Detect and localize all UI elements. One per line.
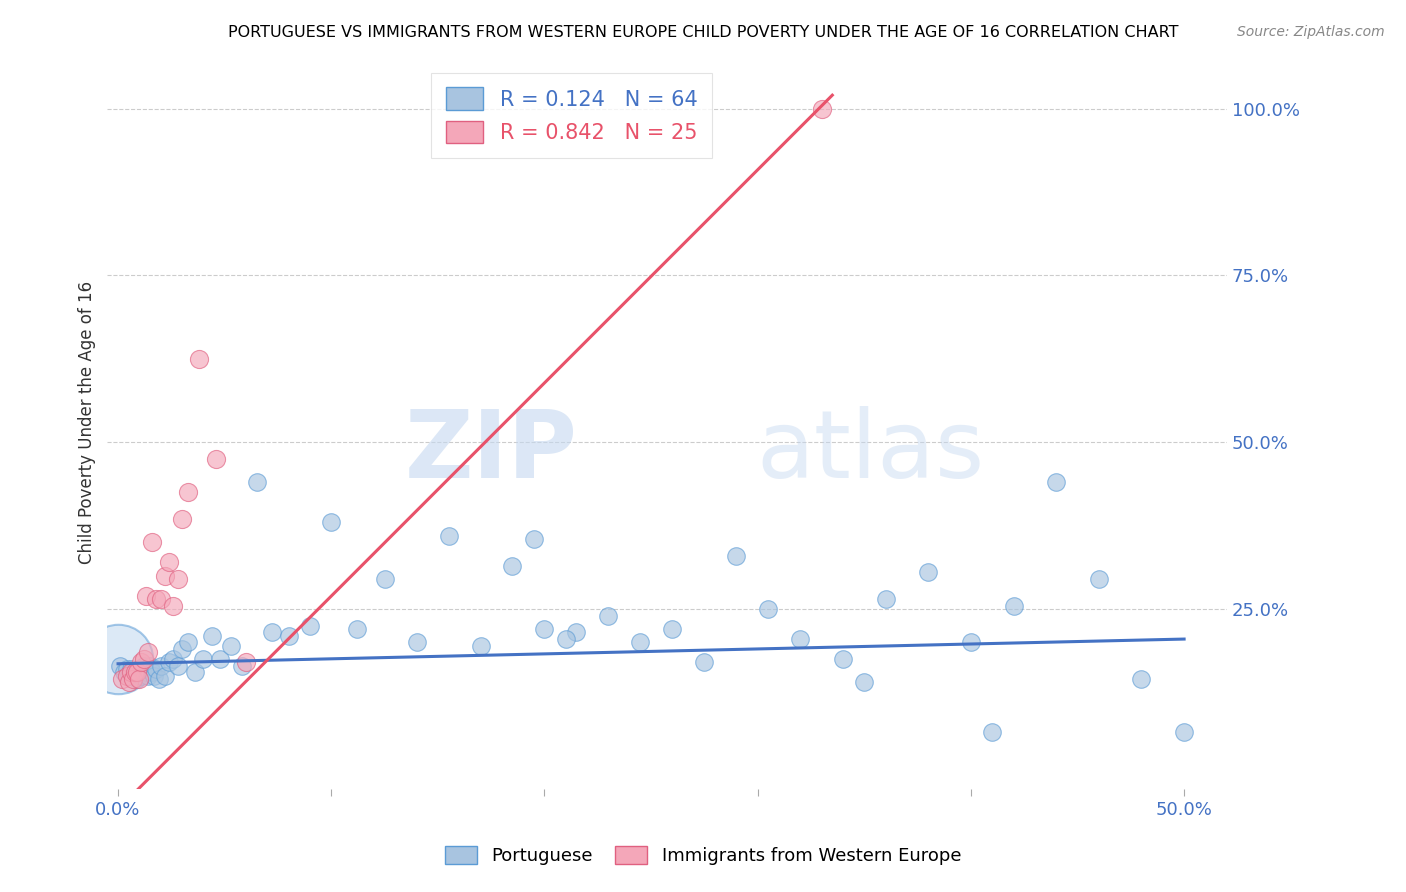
Point bbox=[875, 592, 897, 607]
Point bbox=[917, 566, 939, 580]
Text: ZIP: ZIP bbox=[405, 406, 578, 498]
Point bbox=[661, 622, 683, 636]
Point bbox=[122, 672, 145, 686]
Point bbox=[118, 669, 141, 683]
Point bbox=[111, 672, 134, 686]
Point bbox=[166, 658, 188, 673]
Point bbox=[114, 665, 136, 680]
Point bbox=[1002, 599, 1025, 613]
Point bbox=[143, 669, 166, 683]
Point bbox=[107, 652, 129, 666]
Point bbox=[162, 652, 184, 666]
Point bbox=[118, 675, 141, 690]
Point bbox=[132, 658, 155, 673]
Point bbox=[170, 512, 193, 526]
Point bbox=[960, 635, 983, 649]
Point bbox=[533, 622, 555, 636]
Point bbox=[115, 662, 138, 676]
Point bbox=[756, 602, 779, 616]
Text: Source: ZipAtlas.com: Source: ZipAtlas.com bbox=[1237, 25, 1385, 39]
Point bbox=[145, 662, 167, 676]
Point bbox=[148, 672, 170, 686]
Point bbox=[127, 672, 149, 686]
Point bbox=[1088, 572, 1111, 586]
Y-axis label: Child Poverty Under the Age of 16: Child Poverty Under the Age of 16 bbox=[79, 281, 96, 564]
Point bbox=[124, 665, 146, 680]
Point bbox=[374, 572, 396, 586]
Point bbox=[149, 592, 172, 607]
Point bbox=[108, 658, 131, 673]
Point bbox=[115, 669, 138, 683]
Point bbox=[405, 635, 427, 649]
Point bbox=[725, 549, 748, 563]
Point bbox=[565, 625, 588, 640]
Legend: R = 0.124   N = 64, R = 0.842   N = 25: R = 0.124 N = 64, R = 0.842 N = 25 bbox=[432, 73, 713, 158]
Point bbox=[120, 665, 142, 680]
Point bbox=[1045, 475, 1067, 490]
Point bbox=[177, 635, 200, 649]
Point bbox=[141, 535, 163, 549]
Point bbox=[201, 629, 224, 643]
Point bbox=[321, 516, 343, 530]
Point bbox=[219, 639, 242, 653]
Point bbox=[153, 669, 176, 683]
Point bbox=[246, 475, 269, 490]
Point bbox=[136, 669, 159, 683]
Point bbox=[131, 656, 153, 670]
Point bbox=[789, 632, 811, 646]
Point bbox=[166, 572, 188, 586]
Point bbox=[136, 645, 159, 659]
Point bbox=[177, 485, 200, 500]
Point bbox=[554, 632, 576, 646]
Point bbox=[149, 658, 172, 673]
Point bbox=[628, 635, 651, 649]
Point bbox=[127, 665, 149, 680]
Point bbox=[157, 656, 180, 670]
Point bbox=[209, 652, 232, 666]
Point bbox=[139, 658, 162, 673]
Point bbox=[135, 665, 157, 680]
Point bbox=[193, 652, 215, 666]
Point bbox=[437, 528, 460, 542]
Point bbox=[205, 451, 228, 466]
Point bbox=[853, 675, 876, 690]
Point bbox=[235, 656, 257, 670]
Point bbox=[170, 642, 193, 657]
Point bbox=[188, 351, 211, 366]
Legend: Portuguese, Immigrants from Western Europe: Portuguese, Immigrants from Western Euro… bbox=[437, 839, 969, 872]
Point bbox=[501, 558, 523, 573]
Point bbox=[153, 568, 176, 582]
Point bbox=[131, 669, 153, 683]
Point bbox=[128, 672, 150, 686]
Text: PORTUGUESE VS IMMIGRANTS FROM WESTERN EUROPE CHILD POVERTY UNDER THE AGE OF 16 C: PORTUGUESE VS IMMIGRANTS FROM WESTERN EU… bbox=[228, 25, 1178, 40]
Text: atlas: atlas bbox=[756, 406, 984, 498]
Point bbox=[124, 665, 146, 680]
Point bbox=[693, 656, 716, 670]
Point bbox=[346, 622, 368, 636]
Point bbox=[120, 662, 142, 676]
Point bbox=[277, 629, 299, 643]
Point bbox=[128, 662, 150, 676]
Point bbox=[470, 639, 492, 653]
Point bbox=[162, 599, 184, 613]
Point bbox=[132, 652, 155, 666]
Point bbox=[145, 592, 167, 607]
Point bbox=[298, 618, 321, 632]
Point bbox=[1173, 725, 1195, 739]
Point bbox=[141, 665, 163, 680]
Point bbox=[184, 665, 207, 680]
Point bbox=[1130, 672, 1153, 686]
Point bbox=[598, 608, 620, 623]
Point bbox=[981, 725, 1004, 739]
Point bbox=[260, 625, 283, 640]
Point bbox=[832, 652, 855, 666]
Point bbox=[135, 589, 157, 603]
Point bbox=[523, 532, 546, 546]
Point bbox=[122, 669, 145, 683]
Point bbox=[810, 102, 832, 116]
Point bbox=[157, 555, 180, 569]
Point bbox=[231, 658, 253, 673]
